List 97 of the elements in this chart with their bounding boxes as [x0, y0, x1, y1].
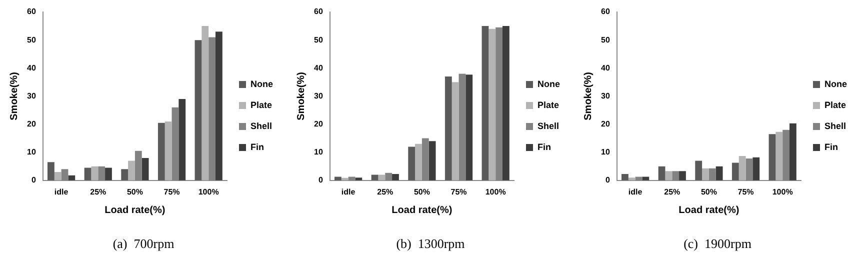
bar: [716, 166, 723, 180]
x-tick-label: 100%: [772, 187, 793, 196]
x-tick-label: 100%: [485, 187, 506, 196]
legend-label: Fin: [824, 142, 838, 152]
bar: [194, 40, 202, 180]
bar: [91, 166, 98, 180]
bar: [428, 141, 436, 180]
bar: [752, 157, 760, 180]
bar: [178, 99, 186, 180]
y-tick-label: 0: [31, 176, 36, 185]
x-tick-label: 25%: [377, 187, 394, 196]
text: (b) 1300rpm: [395, 236, 466, 252]
y-tick-label: 10: [314, 148, 324, 157]
y-axis-title: Smoke(%): [582, 72, 594, 120]
bar: [68, 175, 76, 180]
x-tick-label: 25%: [664, 187, 680, 196]
y-tick-label: 10: [600, 148, 610, 157]
y-axis-title: Smoke(%): [296, 72, 307, 120]
bar: [732, 162, 739, 180]
bar: [768, 134, 776, 180]
bar: [452, 82, 459, 180]
bar: [408, 146, 416, 180]
x-tick-label: 75%: [738, 187, 754, 196]
legend-label: Plate: [538, 100, 560, 110]
bar: [378, 174, 386, 180]
y-tick-label: 30: [600, 91, 610, 100]
bar: [105, 168, 112, 180]
bar: [444, 76, 452, 180]
y-tick-label: 0: [605, 176, 610, 185]
bar: [466, 74, 473, 180]
legend-label: None: [250, 78, 273, 89]
bar: [679, 171, 686, 180]
bar: [48, 162, 54, 180]
y-tick-label: 50: [26, 35, 36, 44]
y-tick-label: 60: [600, 7, 610, 16]
x-tick-label: 75%: [450, 187, 467, 196]
bar: [215, 32, 222, 180]
legend-label: Fin: [250, 142, 264, 152]
bar: [164, 121, 172, 180]
legend-label: Plate: [824, 100, 846, 110]
y-tick-label: 40: [26, 63, 36, 72]
x-tick-label: 100%: [198, 187, 219, 196]
x-tick-label: 25%: [90, 187, 106, 196]
bar: [121, 169, 128, 180]
bar: [665, 171, 672, 180]
x-tick-label: 50%: [700, 187, 717, 196]
bar: [658, 166, 666, 180]
legend-label: Shell: [250, 120, 272, 131]
x-tick-label: idle: [628, 187, 643, 196]
y-tick-label: 20: [314, 119, 324, 128]
bar: [502, 26, 510, 180]
legend-label: Shell: [538, 120, 560, 131]
x-tick-label: idle: [54, 187, 69, 196]
x-axis-title: Load rate(%): [104, 204, 166, 216]
x-tick-label: idle: [341, 187, 356, 196]
bar: [628, 178, 636, 180]
bar: [789, 123, 796, 180]
y-tick-label: 20: [26, 119, 36, 128]
x-tick-label: 50%: [414, 187, 430, 196]
x-axis-title: Load rate(%): [678, 204, 740, 216]
y-tick-label: 60: [26, 7, 36, 16]
bar: [695, 160, 702, 180]
bar: [355, 178, 362, 180]
y-tick-label: 40: [600, 63, 610, 72]
x-tick-label: 75%: [164, 187, 180, 196]
legend-label: Plate: [250, 100, 272, 110]
y-tick-label: 30: [26, 91, 36, 100]
y-tick-label: 50: [314, 35, 324, 44]
bar: [158, 122, 165, 180]
x-tick-label: 50%: [126, 187, 143, 196]
y-tick-label: 20: [600, 119, 610, 128]
legend-label: None: [538, 78, 560, 89]
y-tick-label: 50: [600, 35, 610, 44]
bar: [415, 144, 422, 180]
x-axis-title: Load rate(%): [392, 204, 452, 216]
bar: [702, 168, 709, 180]
bar: [738, 156, 746, 180]
bar: [482, 26, 489, 180]
y-tick-label: 0: [318, 176, 324, 185]
bar: [488, 28, 496, 180]
bar: [622, 174, 628, 180]
y-tick-label: 30: [314, 91, 324, 100]
legend-label: Shell: [824, 120, 846, 131]
y-tick-label: 10: [26, 148, 36, 157]
legend-label: Fin: [538, 142, 551, 152]
bar: [392, 174, 399, 180]
bar: [202, 26, 209, 180]
bar: [54, 172, 62, 180]
legend-label: None: [824, 78, 847, 89]
text: (a) 700rpm: [112, 236, 176, 252]
bar: [128, 160, 135, 180]
y-tick-label: 60: [314, 7, 324, 16]
bar: [776, 132, 783, 180]
text: (c) 1900rpm: [682, 236, 752, 252]
y-tick-label: 40: [314, 63, 324, 72]
y-axis-title: Smoke(%): [8, 72, 20, 120]
bar: [142, 158, 149, 180]
